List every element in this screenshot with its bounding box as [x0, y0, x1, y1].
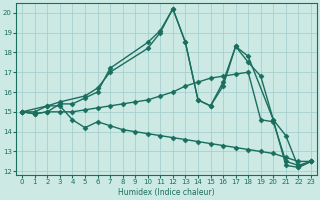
X-axis label: Humidex (Indice chaleur): Humidex (Indice chaleur)	[118, 188, 215, 197]
